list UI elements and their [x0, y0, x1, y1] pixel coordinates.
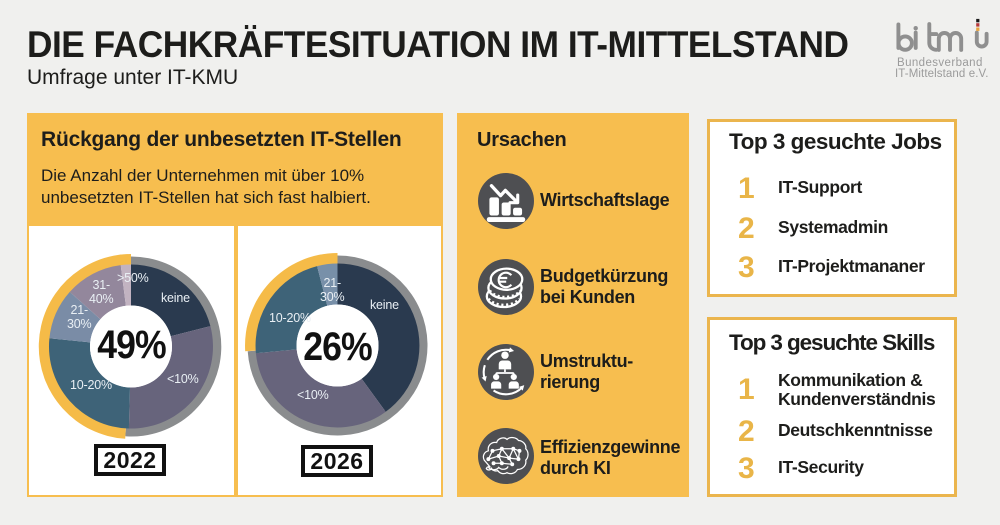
svg-text:IT-Mittelstand e.V.: IT-Mittelstand e.V. — [895, 68, 989, 80]
svg-text:Bundesverband: Bundesverband — [897, 57, 983, 69]
